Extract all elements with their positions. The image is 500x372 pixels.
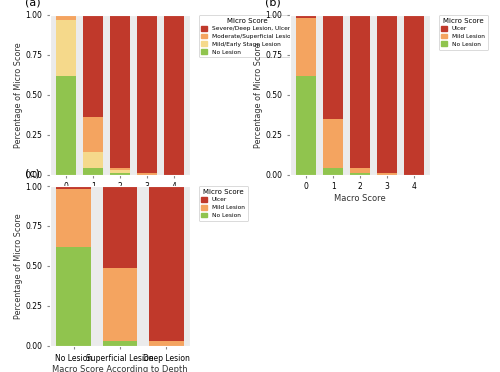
X-axis label: Macro Score: Macro Score xyxy=(334,194,386,203)
Bar xyxy=(296,76,316,175)
Bar xyxy=(83,15,103,117)
Bar xyxy=(102,267,138,341)
Bar xyxy=(56,16,76,20)
Bar xyxy=(149,186,184,341)
Bar xyxy=(164,15,184,175)
Bar xyxy=(376,15,397,173)
Text: (b): (b) xyxy=(265,0,280,7)
Bar xyxy=(404,15,423,175)
Bar xyxy=(149,341,184,346)
Bar xyxy=(110,170,130,173)
Legend: Ulcer, Mild Lesion, No Lesion: Ulcer, Mild Lesion, No Lesion xyxy=(198,186,248,221)
Bar xyxy=(56,76,76,175)
Bar xyxy=(110,15,130,169)
Y-axis label: Percentage of Micro Score: Percentage of Micro Score xyxy=(14,213,22,319)
Text: (c): (c) xyxy=(25,169,40,179)
X-axis label: Macro Score: Macro Score xyxy=(94,194,146,203)
Bar xyxy=(83,117,103,153)
Bar xyxy=(376,173,397,175)
Bar xyxy=(56,20,76,76)
Bar xyxy=(136,173,157,175)
Bar xyxy=(102,186,138,267)
Bar xyxy=(350,173,370,175)
Legend: Severe/Deep Lesion, Ulcer, Moderate/Superficial Lesion, Mild/Early Stage Lesion,: Severe/Deep Lesion, Ulcer, Moderate/Supe… xyxy=(198,15,297,58)
Legend: Ulcer, Mild Lesion, No Lesion: Ulcer, Mild Lesion, No Lesion xyxy=(438,15,488,50)
Bar xyxy=(350,15,370,169)
Y-axis label: Percentage of Micro Score: Percentage of Micro Score xyxy=(254,42,262,148)
Bar xyxy=(323,15,344,119)
Bar xyxy=(56,15,76,16)
X-axis label: Macro Score According to Depth: Macro Score According to Depth xyxy=(52,365,188,372)
Bar xyxy=(296,18,316,76)
Bar xyxy=(56,186,91,189)
Bar xyxy=(296,15,316,18)
Bar xyxy=(136,15,157,173)
Text: (a): (a) xyxy=(25,0,40,7)
Bar xyxy=(102,341,138,346)
Bar xyxy=(110,169,130,170)
Bar xyxy=(350,169,370,173)
Bar xyxy=(110,173,130,175)
Bar xyxy=(83,169,103,175)
Bar xyxy=(56,189,91,247)
Bar xyxy=(56,247,91,346)
Bar xyxy=(323,169,344,175)
Bar xyxy=(323,119,344,169)
Bar xyxy=(83,153,103,169)
Y-axis label: Percentage of Micro Score: Percentage of Micro Score xyxy=(14,42,22,148)
